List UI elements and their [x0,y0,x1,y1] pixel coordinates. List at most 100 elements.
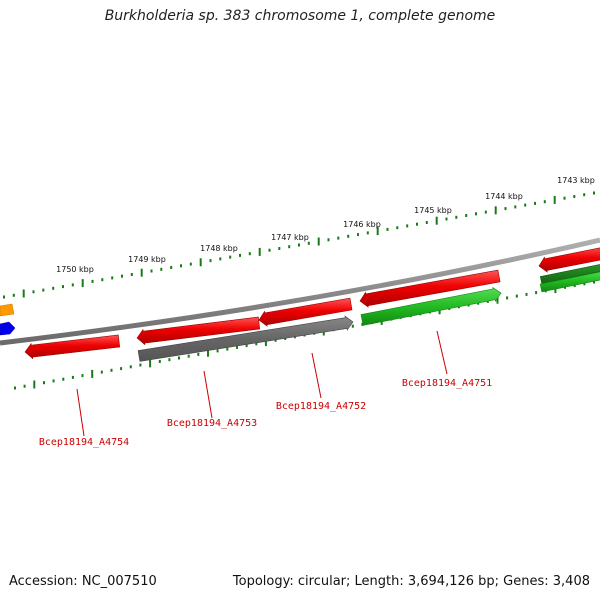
bottom-ruler-tick [496,295,499,304]
bottom-ruler-tick [197,352,200,356]
top-ruler-tick [268,248,271,252]
bottom-ruler-tick [81,374,84,378]
top-ruler-tick [406,224,409,228]
bottom-ruler-tick [245,344,248,348]
gene-arrow-a4751[interactable] [360,286,502,326]
top-ruler-tick [583,193,586,197]
gene-arrow-partial-green[interactable] [539,270,600,293]
top-ruler-tick [170,266,173,269]
accession-text: Accession: NC_007510 [9,574,157,589]
bottom-ruler-tick [129,365,132,369]
map-title: Burkholderia sp. 383 chromosome 1, compl… [104,8,496,24]
gene-arrow-forward[interactable] [359,269,501,308]
scale-label: 1746 kbp [343,220,381,229]
bottom-ruler-tick [149,359,152,368]
bottom-ruler-tick [187,354,190,358]
top-ruler-tick [150,269,153,273]
top-ruler-tick [288,245,291,249]
gene-arrow-a4752[interactable] [137,315,354,362]
bottom-ruler-tick [506,296,509,300]
top-ruler-tick [435,216,438,225]
gene-label[interactable]: Bcep18194_A4754 [39,437,129,448]
top-ruler-tick [366,231,369,235]
top-ruler-tick [32,290,35,294]
top-ruler-tick [62,285,64,289]
top-ruler-tick [475,212,477,216]
top-ruler-tick [189,262,192,266]
gene-leader-line [76,388,85,437]
top-ruler-tick [484,210,487,214]
bottom-ruler-tick [120,367,123,371]
bottom-ruler-tick [100,370,103,374]
top-ruler-tick [22,289,25,298]
top-ruler-tick [258,247,261,256]
top-ruler-tick [543,200,546,204]
bottom-ruler-tick [178,356,180,360]
gene-arrow-a4753[interactable] [136,316,261,346]
gene-arrow-a4754[interactable] [24,334,121,360]
top-ruler-tick [199,258,202,267]
scale-label: 1747 kbp [271,233,309,242]
gene-label[interactable]: Bcep18194_A4753 [167,418,257,429]
top-ruler-tick [524,203,527,207]
top-ruler-tick [101,278,104,282]
bottom-ruler-tick [351,324,354,328]
gene-leader-line [436,330,448,375]
top-ruler-tick [219,257,222,261]
bottom-ruler-tick [62,377,65,381]
top-ruler-tick [563,196,566,200]
top-scale-ruler [3,191,595,299]
partial-gene-orange[interactable] [0,303,15,317]
top-ruler-tick [376,227,379,236]
top-ruler-tick [347,234,350,238]
top-ruler-tick [140,268,143,277]
topology-text: Topology: circular; Length: 3,694,126 bp… [232,574,590,589]
bottom-ruler-tick [14,386,16,390]
chromosome-backbone [0,237,600,346]
top-ruler-tick [121,274,123,278]
top-ruler-tick [91,279,94,283]
top-ruler-tick [111,276,114,280]
bottom-ruler-tick [535,291,538,295]
top-ruler-tick [465,214,468,217]
bottom-ruler-tick [158,360,161,363]
scale-labels: 1750 kbp 1749 kbp 1748 kbp 1747 kbp 1746 kbp… [56,176,595,274]
gene-arrow-partial-darkgreen[interactable] [539,263,600,284]
gene-arrow-left-strand[interactable] [258,297,353,327]
top-ruler-tick [298,243,300,247]
bottom-ruler-tick [71,375,74,379]
bottom-ruler-tick [52,379,55,383]
bottom-ruler-tick [515,294,518,298]
bottom-ruler-tick [593,280,595,284]
top-ruler-tick [160,267,163,271]
gene-label[interactable]: Bcep18194_A4751 [402,378,492,389]
top-ruler-tick [386,227,389,231]
bottom-ruler-tick [207,348,209,357]
gene-leader-line [311,352,322,399]
bottom-ruler-tick [33,380,36,389]
bottom-ruler-tick [139,363,142,367]
gene-label[interactable]: Bcep18194_A4752 [276,401,366,412]
scale-label: 1743 kbp [557,176,595,185]
bottom-ruler-tick [274,338,277,342]
scale-label: 1749 kbp [128,255,166,264]
bottom-ruler-tick [236,345,238,349]
bottom-ruler-tick [43,381,45,385]
top-ruler-tick [71,283,74,287]
gene-arrow-partial-red[interactable] [538,246,600,273]
bottom-ruler-tick [168,358,171,362]
top-ruler-tick [553,195,556,204]
top-ruler-tick [130,273,133,276]
partial-gene-blue[interactable] [0,321,16,336]
top-ruler-tick [209,259,212,263]
top-ruler-tick [180,264,182,268]
top-ruler-tick [337,236,340,240]
top-ruler-tick [12,293,15,297]
scale-label: 1748 kbp [200,244,238,253]
top-ruler-tick [445,217,448,221]
bottom-ruler-tick [525,292,528,296]
bottom-ruler-tick [110,368,113,372]
top-ruler-tick [248,252,251,256]
top-ruler-tick [81,279,84,288]
